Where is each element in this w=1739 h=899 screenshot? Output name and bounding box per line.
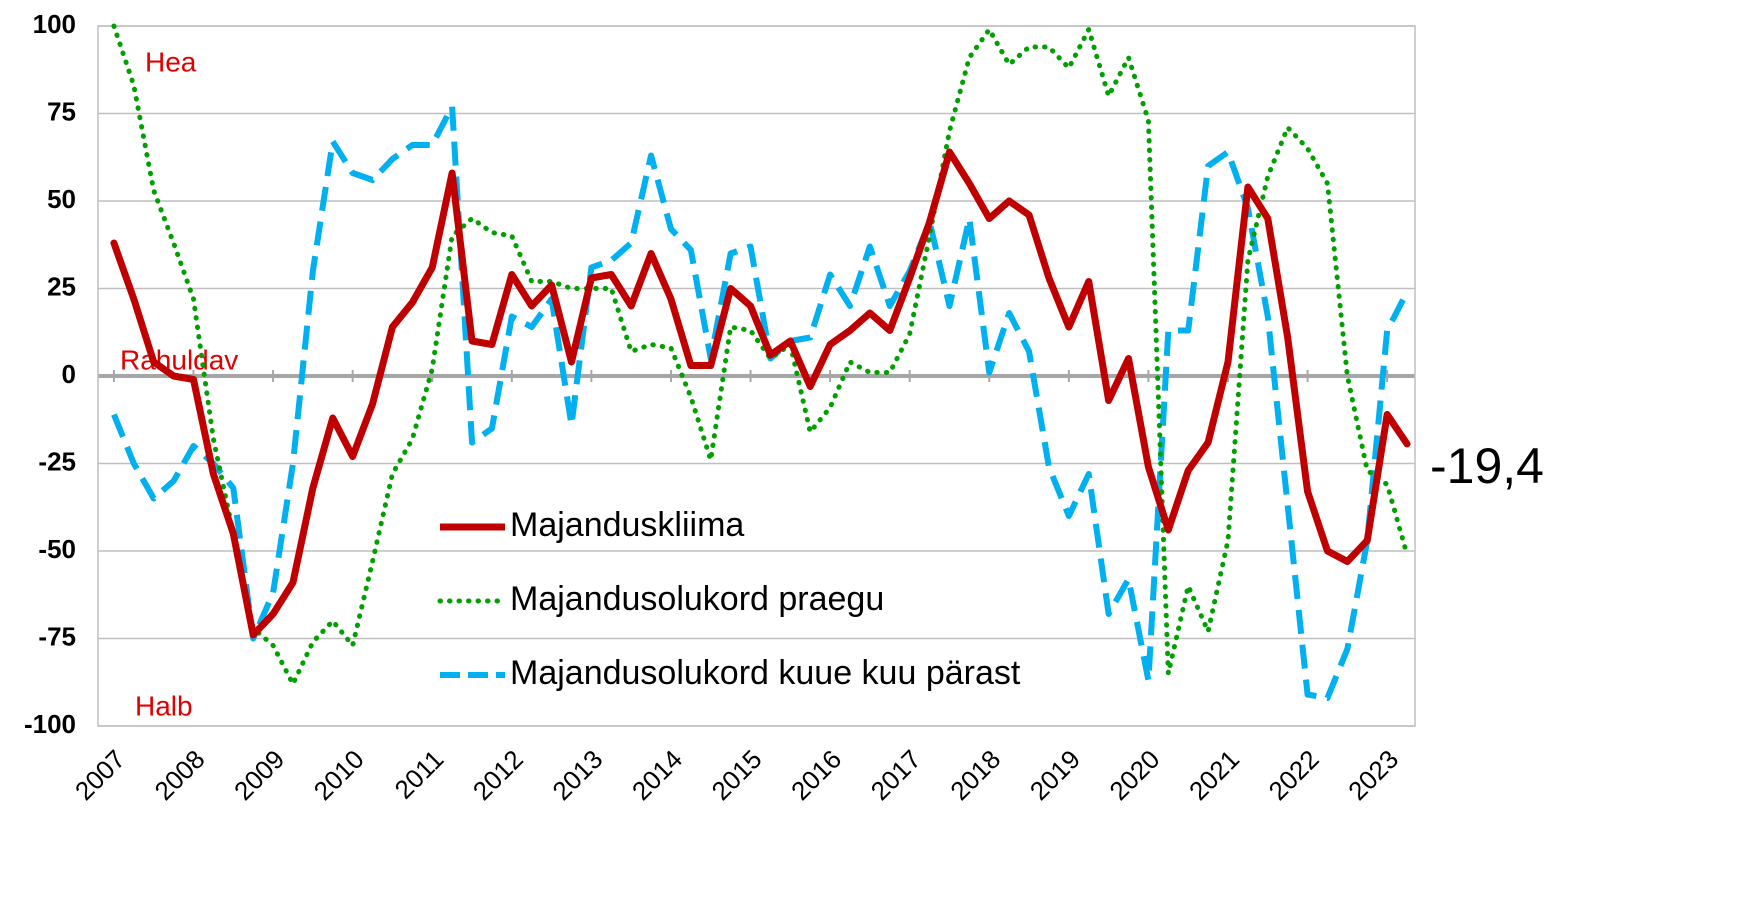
- series-line: [111, 103, 1410, 701]
- y-tick-label: -50: [38, 534, 76, 564]
- plot-frame: [97, 25, 1416, 727]
- x-tick-label: 2016: [785, 744, 847, 806]
- series-line: [111, 23, 1410, 687]
- annotation: Rahuldav: [120, 344, 238, 375]
- x-tick-label: 2017: [865, 744, 927, 806]
- x-tick-label: 2022: [1263, 744, 1325, 806]
- y-tick-label: 0: [62, 359, 76, 389]
- x-tick-label: 2018: [944, 744, 1006, 806]
- y-tick-label: -100: [24, 709, 76, 739]
- x-tick-label: 2021: [1183, 744, 1245, 806]
- x-tick-label: 2010: [308, 744, 370, 806]
- legend-label: Majandusolukord kuue kuu pärast: [510, 654, 1021, 692]
- x-tick-label: 2015: [706, 744, 768, 806]
- x-tick-label: 2014: [626, 744, 688, 806]
- x-tick-label: 2020: [1103, 744, 1165, 806]
- y-tick-label: -25: [38, 446, 76, 476]
- legend-label: Majanduskliima: [510, 506, 744, 544]
- x-tick-label: 2012: [467, 744, 529, 806]
- x-tick-label: 2019: [1024, 744, 1086, 806]
- x-tick-label: 2007: [69, 744, 131, 806]
- annotation: Hea: [145, 46, 197, 77]
- series-line: [110, 148, 1411, 639]
- x-tick-label: 2013: [546, 744, 608, 806]
- y-tick-label: -75: [38, 621, 76, 651]
- x-tick-label: 2009: [228, 744, 290, 806]
- x-tick-label: 2008: [148, 744, 210, 806]
- x-tick-label: 2023: [1342, 744, 1404, 806]
- y-tick-label: 100: [33, 9, 76, 39]
- x-tick-label: 2011: [389, 744, 450, 805]
- y-tick-label: 50: [47, 184, 76, 214]
- y-tick-label: 25: [47, 271, 76, 301]
- annotation: Halb: [135, 690, 193, 721]
- legend-label: Majandusolukord praegu: [510, 580, 884, 618]
- y-tick-label: 75: [47, 96, 76, 126]
- last-value-label: -19,4: [1430, 438, 1544, 494]
